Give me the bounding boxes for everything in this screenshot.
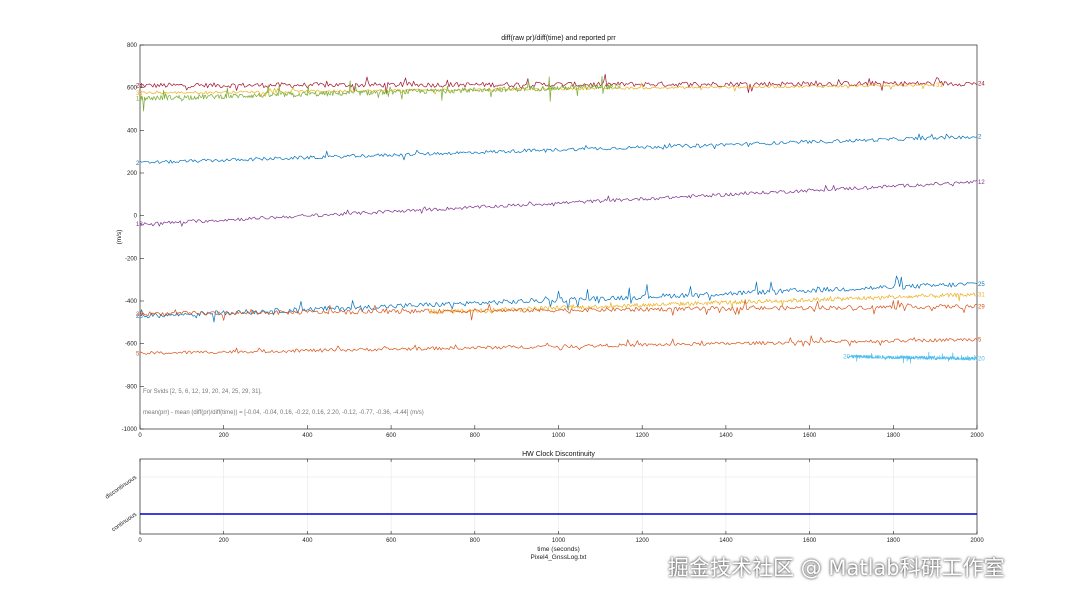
top-y-ticks: -1000 -800 -600 -400 -200 0 200 400 600 800 [122,43,144,433]
series-label-start: 25 [136,314,143,320]
top-plot: -1000 -800 -600 -400 -200 0 200 400 600 800 0 200 4… [116,35,985,439]
svid-note: For Svids [2, 5, 6, 12, 19, 20, 24, 25, … [143,389,262,395]
y-tick-discontinuous: discontinuous [105,475,139,501]
x-tick-label: 2000 [970,433,984,439]
series-line-25 [139,275,978,323]
mean-note: mean(prr) - mean (diff(pr)/diff(time)) =… [143,410,424,416]
x-tick-label: 600 [386,433,397,439]
x-tick-label: 2000 [970,538,984,544]
bottom-chart-title: HW Clock Discontinuity [522,451,595,458]
x-tick-label: 1800 [887,433,901,439]
series-label-start: 5 [136,351,140,357]
series-label-end: 29 [978,304,985,310]
x-tick-label: 1400 [719,538,733,544]
x-tick-label: 1400 [719,433,733,439]
x-tick-label: 200 [219,433,230,439]
series-line-12 [139,180,978,227]
series-line-2 [139,133,978,164]
x-tick-label: 400 [302,538,313,544]
log-file-name: Pixel4_GnssLog.txt [530,554,586,561]
series-label-end: 2 [978,135,982,141]
series-label-start: 2 [136,161,140,167]
series-label-end: 31 [936,83,943,89]
y-tick-label: -1000 [122,427,138,433]
x-tick-label: 1000 [552,433,566,439]
y-tick-label: 200 [127,171,138,177]
series-label-start: 31 [429,310,436,316]
series-label-end: 19 [614,85,621,91]
bottom-grid [139,459,978,534]
y-tick-label: -200 [125,256,138,262]
x-tick-label: 1200 [636,538,650,544]
y-tick-label: -800 [125,384,138,390]
bottom-x-ticks: 0 200 400 600 800 1000 1200 1400 1600 1800 2000 [138,459,984,544]
series-label-end: 5 [978,337,982,343]
top-y-axis-label: (m/s) [116,230,123,245]
y-tick-label: 400 [127,128,138,134]
series-line-19 [139,75,614,112]
watermark: 掘金技术社区 @ Matlab科研工作室 [668,556,1005,580]
y-tick-label: 800 [127,43,138,49]
x-tick-label: 0 [138,538,142,544]
y-tick-label: 600 [127,86,138,92]
series-line-24 [139,73,978,94]
series-label-start: 29 [136,312,143,318]
x-tick-label: 1000 [552,538,566,544]
series-line-29 [139,299,977,321]
series-label-end: 12 [978,180,985,186]
series-label-end: 25 [978,282,985,288]
x-tick-label: 1800 [887,538,901,544]
x-tick-label: 200 [219,538,230,544]
y-tick-label: -400 [125,299,138,305]
series-label-start: 12 [136,222,143,228]
series-line-5 [139,335,978,355]
top-axes-box [139,44,978,430]
series-label-end: 31 [978,293,985,299]
bottom-plot: 0 200 400 600 800 1000 1200 1400 1600 1800 2000 co… [105,451,985,561]
x-tick-label: 1200 [636,433,650,439]
series-line-31 [139,82,936,97]
top-x-ticks: 0 200 400 600 800 1000 1200 1400 1600 1800 2000 [138,425,984,439]
series-label-start: 31 [136,91,143,97]
series-label-start: 19 [136,96,143,102]
x-tick-label: 400 [302,433,313,439]
series-label-start: 24 [136,84,143,90]
x-tick-label: 0 [138,433,142,439]
x-tick-label: 800 [470,433,481,439]
series-label-end: 24 [978,81,985,87]
series-line-20 [847,351,978,364]
series-label-start: 20 [843,354,850,360]
x-tick-label: 1600 [803,433,817,439]
x-tick-label: 800 [470,538,481,544]
x-tick-label: 600 [386,538,397,544]
y-tick-continuous: continuous [111,512,138,534]
top-chart-title: diff(raw pr)/diff(time) and reported prr [501,35,616,42]
y-tick-label: -600 [125,342,138,348]
series-label-end: 20 [978,357,985,363]
series-line-31 [432,292,978,315]
bottom-x-axis-label: time (seconds) [537,546,580,553]
x-tick-label: 1600 [803,538,817,544]
y-tick-label: 0 [134,214,138,220]
top-series-group [139,73,978,364]
